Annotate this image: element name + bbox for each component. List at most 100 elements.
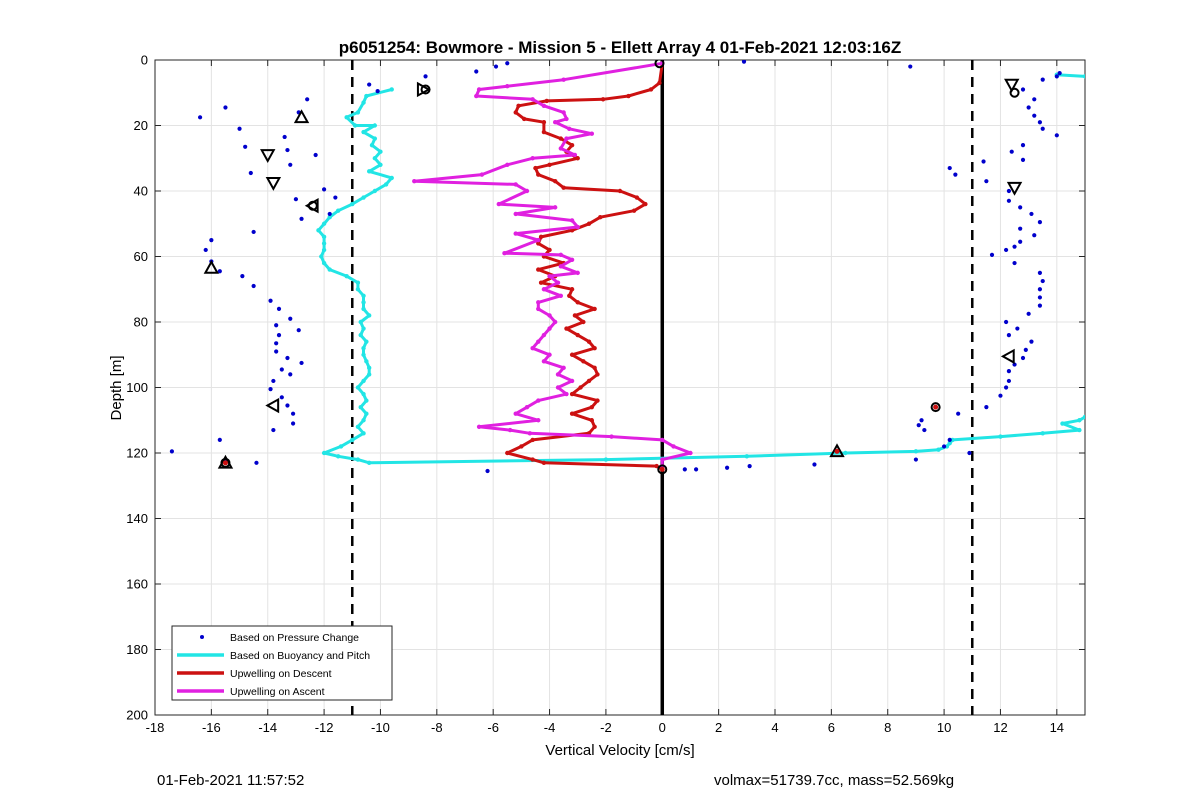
series-point-upwelling-on-ascent — [671, 444, 676, 449]
legend-label: Upwelling on Ascent — [230, 686, 325, 698]
pressure-change-point — [919, 418, 924, 423]
red-dot-marker — [933, 404, 939, 410]
series-point-upwelling-on-descent — [648, 87, 654, 92]
series-point-based-on-buoyancy-and-pitch — [361, 300, 366, 305]
series-point-upwelling-on-descent — [541, 120, 547, 125]
pressure-change-point — [941, 444, 947, 449]
markers-layer — [203, 60, 1023, 475]
pressure-change-point — [293, 197, 299, 202]
series-point-upwelling-on-ascent — [507, 427, 513, 433]
pressure-change-point — [1032, 97, 1037, 102]
series-point-based-on-buoyancy-and-pitch — [355, 457, 361, 462]
pressure-change-point — [288, 316, 293, 321]
series-point-upwelling-on-ascent — [558, 293, 564, 298]
pressure-change-point — [1037, 303, 1043, 308]
y-axis-label: Depth [m] — [108, 355, 125, 420]
pressure-change-point — [1006, 378, 1012, 384]
pressure-change-point — [1037, 287, 1043, 292]
pressure-change-point — [1040, 77, 1045, 82]
series-point-upwelling-on-ascent — [552, 319, 558, 325]
pressure-change-point — [1006, 188, 1012, 194]
series-point-based-on-buoyancy-and-pitch — [319, 254, 324, 259]
pressure-change-point — [998, 393, 1003, 398]
pressure-change-point — [251, 229, 256, 235]
series-point-upwelling-on-descent — [569, 411, 575, 416]
series-point-upwelling-on-descent — [569, 391, 575, 397]
x-tick-label: 10 — [937, 720, 951, 735]
y-tick-label: 0 — [141, 53, 148, 68]
pressure-change-point — [1018, 205, 1023, 210]
series-point-upwelling-on-descent — [631, 208, 637, 213]
series-point-upwelling-on-ascent — [558, 264, 564, 269]
y-tick-label: 140 — [126, 511, 148, 526]
triangle-down-marker — [1006, 181, 1023, 196]
series-point-upwelling-on-ascent — [536, 306, 541, 312]
pressure-change-point — [1003, 319, 1009, 325]
series-point-based-on-buoyancy-and-pitch — [350, 437, 355, 443]
series-point-upwelling-on-ascent — [505, 84, 510, 89]
pressure-change-point — [1032, 233, 1037, 238]
series-point-based-on-buoyancy-and-pitch — [369, 142, 375, 148]
series-point-upwelling-on-descent — [541, 129, 547, 135]
series-point-upwelling-on-ascent — [552, 205, 558, 210]
pressure-change-point — [296, 328, 301, 333]
series-point-upwelling-on-ascent — [558, 252, 564, 258]
y-tick-label: 180 — [126, 642, 148, 657]
series-point-based-on-buoyancy-and-pitch — [947, 440, 952, 446]
legend-label: Based on Pressure Change — [230, 632, 359, 644]
series-point-based-on-buoyancy-and-pitch — [366, 365, 372, 371]
series-point-based-on-buoyancy-and-pitch — [366, 313, 372, 318]
series-line-upwelling-on-descent — [505, 63, 664, 471]
series-point-upwelling-on-descent — [530, 437, 535, 443]
pressure-change-point — [276, 306, 282, 311]
triangle-up-marker — [293, 109, 310, 124]
pressure-change-point — [268, 387, 273, 392]
series-point-upwelling-on-ascent — [569, 218, 575, 223]
series-point-based-on-buoyancy-and-pitch — [603, 457, 609, 462]
series-point-upwelling-on-ascent — [502, 251, 507, 256]
pressure-change-point — [474, 69, 479, 74]
series-point-upwelling-on-descent — [589, 404, 595, 410]
x-tick-label: -10 — [371, 720, 390, 735]
series-point-upwelling-on-descent — [598, 215, 603, 220]
series-point-upwelling-on-descent — [595, 372, 600, 377]
pressure-change-point — [285, 403, 290, 408]
pressure-change-point — [254, 460, 259, 465]
series-point-based-on-buoyancy-and-pitch — [936, 447, 941, 452]
grid — [154, 59, 1085, 716]
series-point-upwelling-on-ascent — [527, 431, 533, 436]
series-point-based-on-buoyancy-and-pitch — [389, 87, 394, 92]
pressure-change-point — [299, 216, 304, 221]
series-point-based-on-buoyancy-and-pitch — [361, 293, 366, 298]
series-point-based-on-buoyancy-and-pitch — [321, 221, 327, 226]
series-point-upwelling-on-descent — [592, 424, 597, 429]
series-point-upwelling-on-ascent — [479, 172, 485, 177]
series-point-based-on-buoyancy-and-pitch — [361, 306, 366, 312]
series-point-based-on-buoyancy-and-pitch — [364, 359, 369, 364]
pressure-change-point — [1037, 220, 1043, 225]
series-point-upwelling-on-ascent — [513, 211, 518, 217]
y-tick-label: 60 — [134, 249, 148, 264]
pressure-change-point — [1054, 133, 1059, 138]
series-point-based-on-buoyancy-and-pitch — [361, 326, 366, 331]
series-point-upwelling-on-ascent — [541, 359, 547, 364]
series-point-based-on-buoyancy-and-pitch — [361, 129, 366, 135]
series-point-based-on-buoyancy-and-pitch — [335, 454, 341, 459]
pressure-change-point — [505, 61, 510, 66]
circle-marker — [930, 402, 941, 413]
pressure-change-point — [1023, 347, 1028, 352]
series-point-upwelling-on-ascent — [505, 162, 510, 167]
series-point-upwelling-on-ascent — [524, 188, 530, 194]
circle-marker — [657, 464, 668, 475]
series-point-upwelling-on-ascent — [513, 231, 518, 236]
series-point-based-on-buoyancy-and-pitch — [344, 115, 349, 120]
pressure-change-point — [1026, 311, 1031, 316]
pressure-change-point — [1006, 333, 1012, 338]
pressure-change-point — [271, 427, 276, 433]
series-point-upwelling-on-descent — [519, 444, 524, 449]
series-point-based-on-buoyancy-and-pitch — [355, 385, 361, 390]
series-point-based-on-buoyancy-and-pitch — [372, 123, 378, 128]
x-tick-label: 0 — [659, 720, 666, 735]
x-tick-label: -16 — [202, 720, 221, 735]
series-point-upwelling-on-descent — [592, 346, 597, 351]
